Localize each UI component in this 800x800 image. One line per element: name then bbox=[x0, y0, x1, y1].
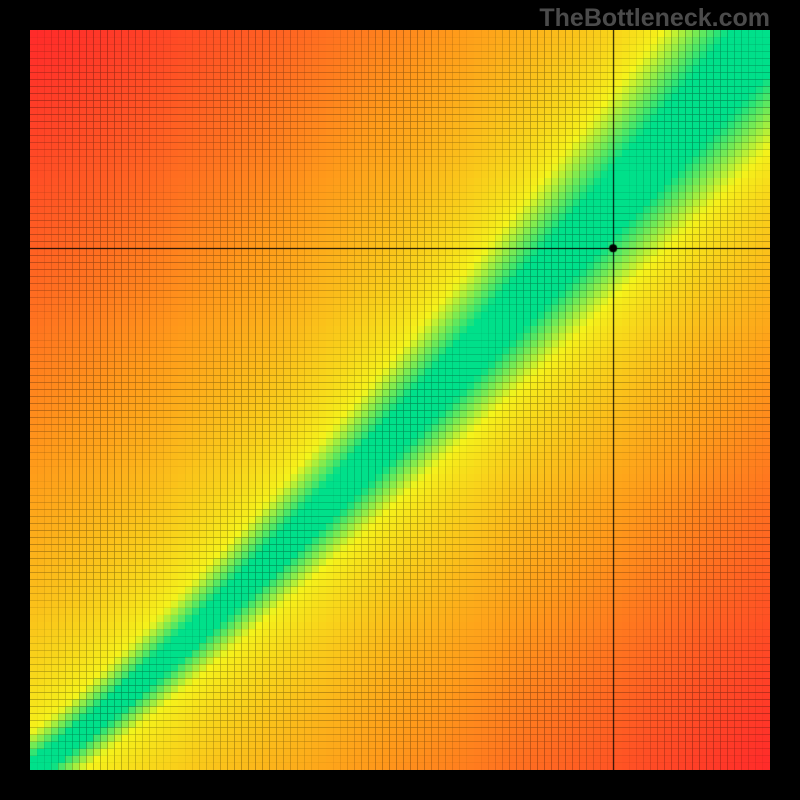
bottleneck-heatmap bbox=[30, 30, 770, 770]
chart-container: TheBottleneck.com bbox=[0, 0, 800, 800]
watermark-text: TheBottleneck.com bbox=[539, 4, 770, 33]
